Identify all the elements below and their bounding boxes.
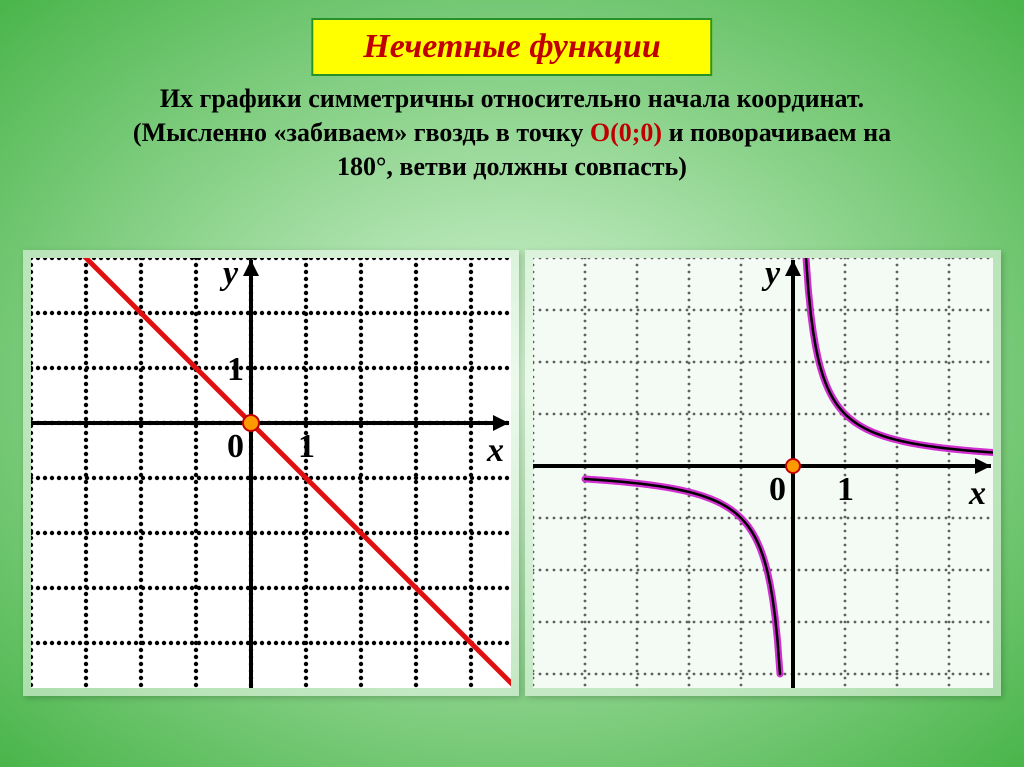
svg-text:x: x bbox=[486, 432, 504, 469]
desc-line1: Их графики симметричны относительно нача… bbox=[160, 84, 864, 113]
slide-root: Нечетные функции Их графики симметричны … bbox=[0, 0, 1024, 767]
chart-right: xy01 bbox=[533, 258, 993, 688]
description-text: Их графики симметричны относительно нача… bbox=[62, 82, 962, 183]
svg-text:0: 0 bbox=[227, 428, 244, 465]
desc-line3: 180°, ветви должны совпасть) bbox=[337, 152, 687, 181]
desc-highlight: О(0;0) bbox=[590, 118, 662, 147]
desc-line2b: и поворачиваем на bbox=[662, 118, 891, 147]
chart-right-wrap: xy01 bbox=[525, 250, 1001, 696]
charts-row: xy011 xy01 bbox=[0, 250, 1024, 696]
title-box: Нечетные функции bbox=[311, 18, 712, 76]
chart-left: xy011 bbox=[31, 258, 511, 688]
svg-text:1: 1 bbox=[298, 428, 315, 465]
svg-text:1: 1 bbox=[227, 351, 244, 388]
svg-text:1: 1 bbox=[837, 471, 854, 508]
title-text: Нечетные функции bbox=[363, 28, 660, 65]
chart-left-wrap: xy011 bbox=[23, 250, 519, 696]
desc-line2a: (Мысленно «забиваем» гвоздь в точку bbox=[133, 118, 590, 147]
svg-text:x: x bbox=[968, 475, 986, 512]
svg-text:0: 0 bbox=[769, 471, 786, 508]
